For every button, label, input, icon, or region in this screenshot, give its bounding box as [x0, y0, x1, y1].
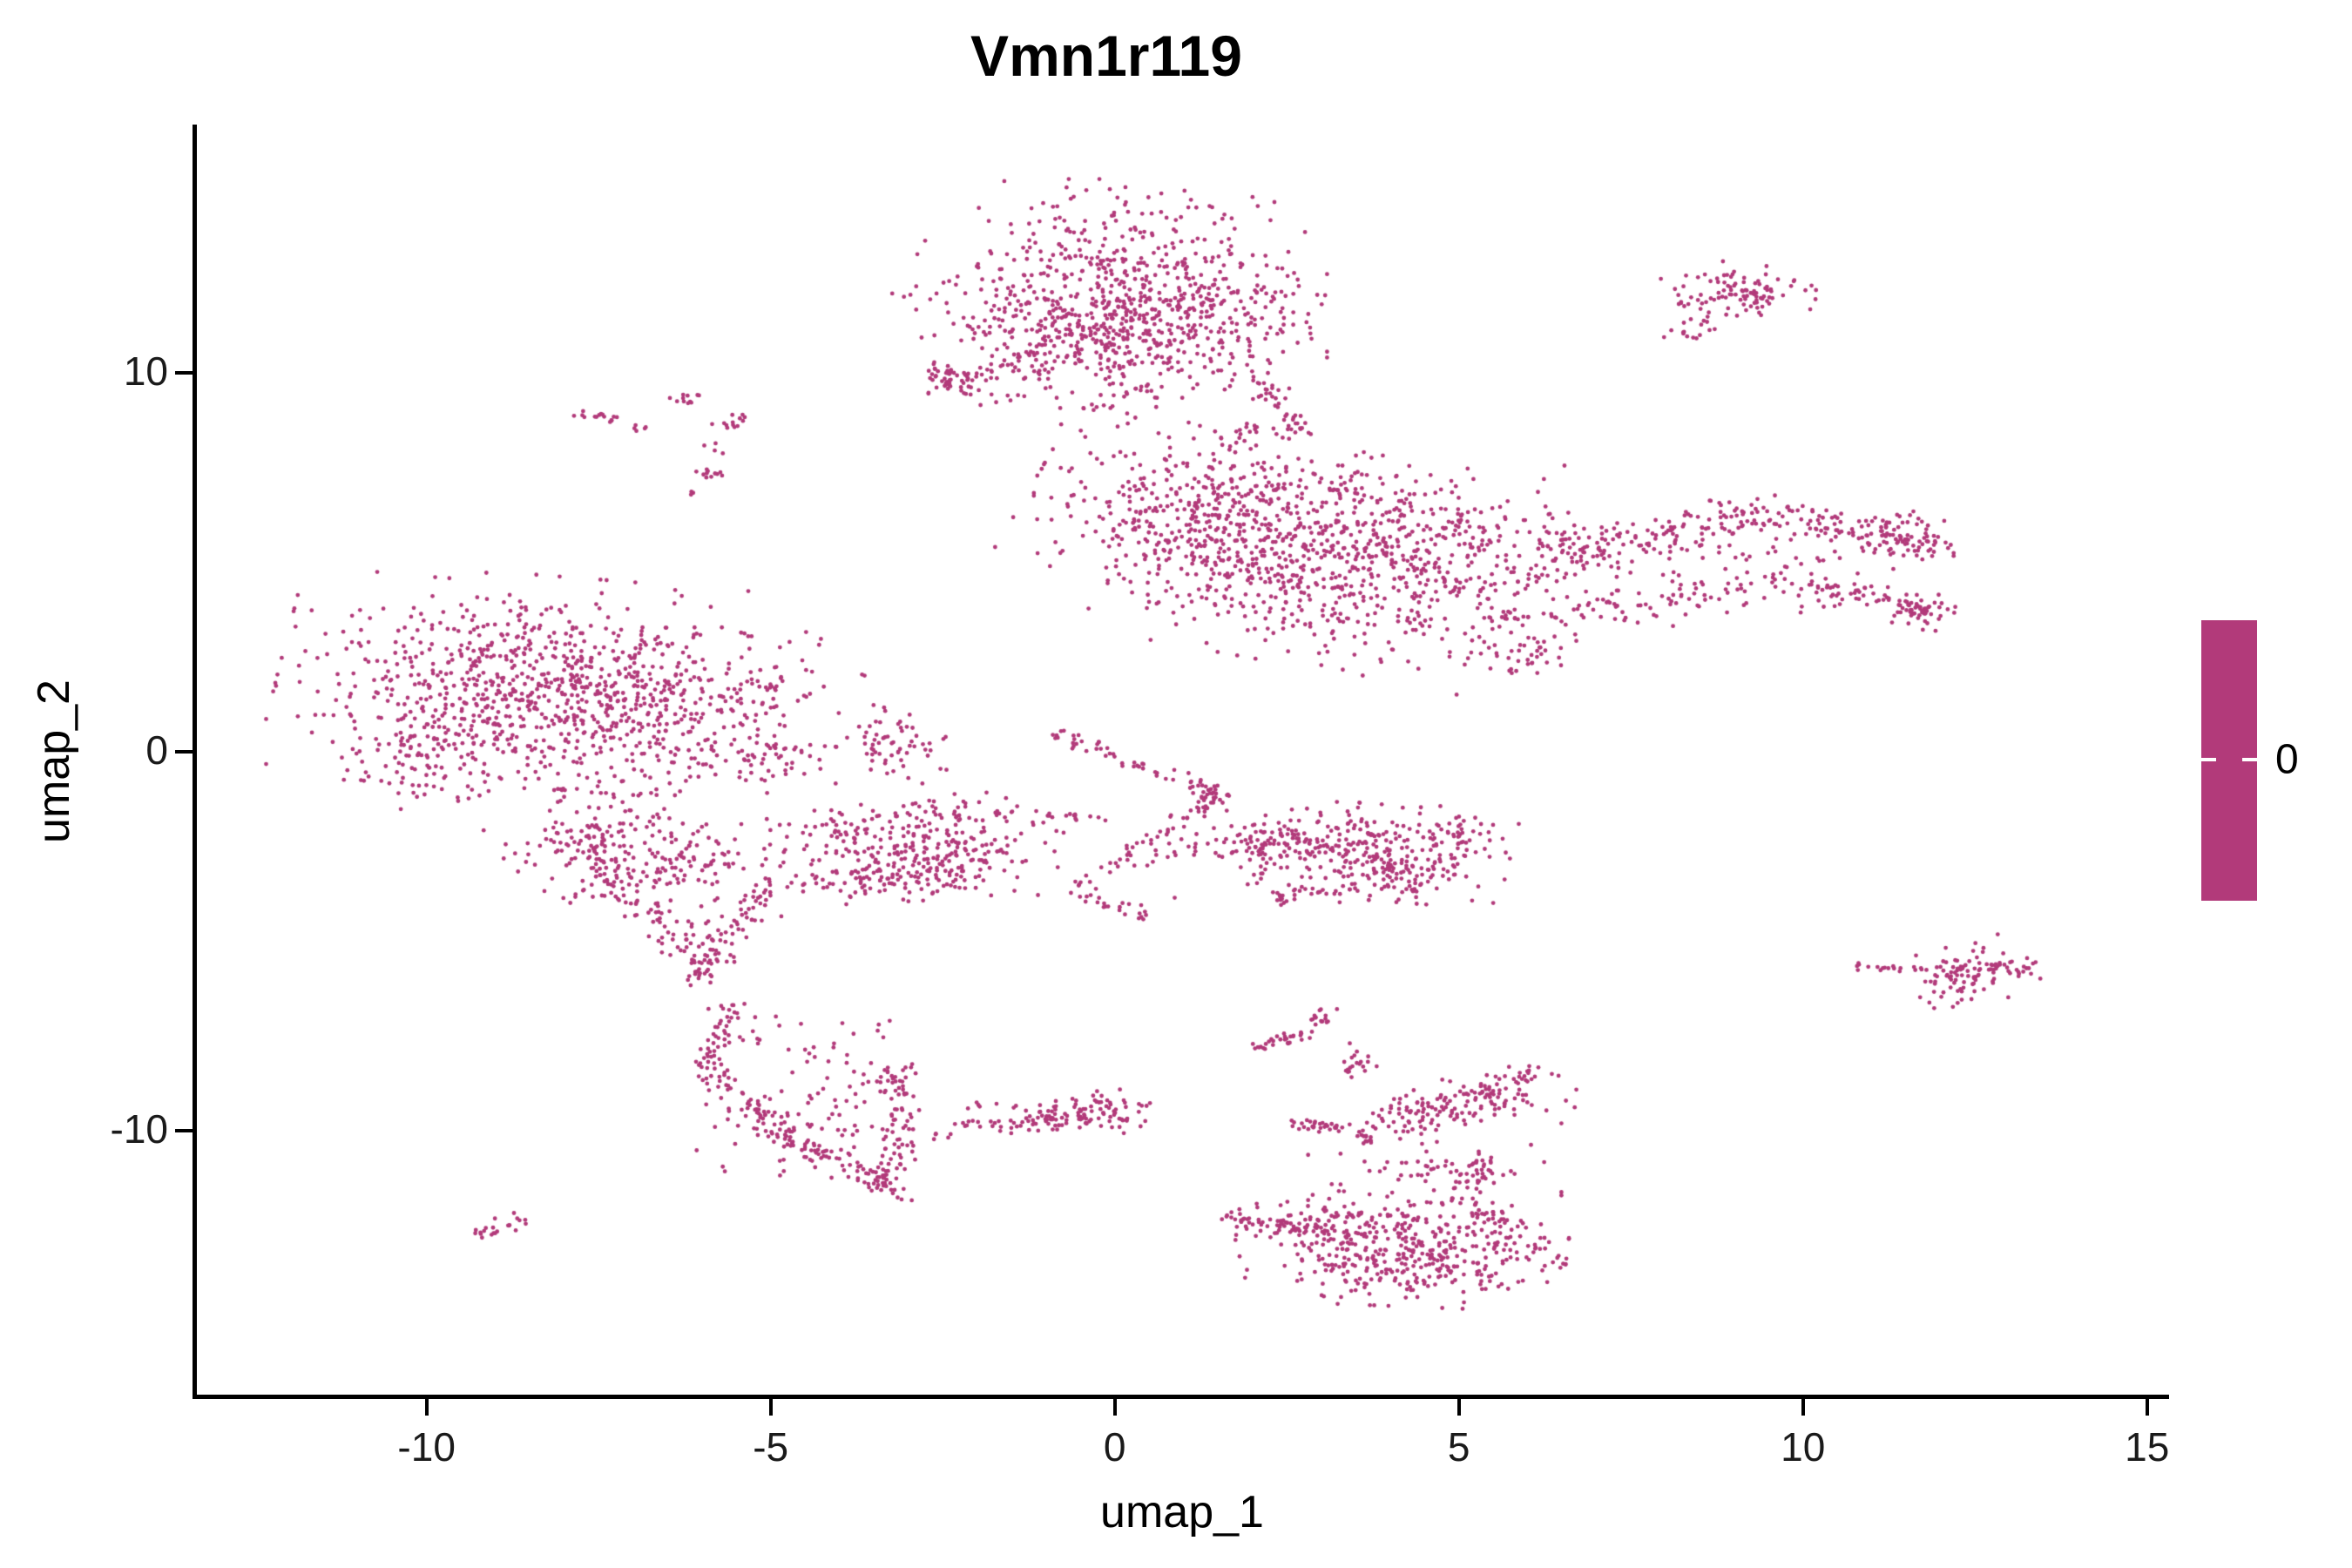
- y-tick-label: 0: [145, 727, 168, 773]
- legend-value-label: 0: [2275, 736, 2299, 783]
- x-tick-label: -5: [753, 1424, 789, 1470]
- x-tick-mark: [1456, 1398, 1461, 1416]
- x-tick-label: 0: [1103, 1424, 1126, 1470]
- x-tick-mark: [768, 1398, 773, 1416]
- y-tick-mark: [175, 750, 196, 754]
- x-tick-mark: [2145, 1398, 2149, 1416]
- plot-title: Vmn1r119: [970, 24, 1242, 88]
- x-tick-label: -10: [397, 1424, 456, 1470]
- x-tick-mark: [1801, 1398, 1805, 1416]
- y-axis-title: umap_2: [29, 679, 79, 843]
- x-tick-mark: [1112, 1398, 1117, 1416]
- x-tick-label: 15: [2125, 1424, 2170, 1470]
- y-axis-line: [193, 125, 197, 1399]
- x-tick-label: 5: [1447, 1424, 1470, 1470]
- y-tick-label: -10: [110, 1105, 168, 1152]
- y-tick-label: 10: [123, 348, 168, 394]
- legend-tick-mark: [2201, 758, 2216, 761]
- x-tick-mark: [424, 1398, 429, 1416]
- legend-colorbar: [2201, 620, 2257, 901]
- x-tick-label: 10: [1781, 1424, 1826, 1470]
- y-tick-mark: [175, 371, 196, 375]
- x-axis-title: umap_1: [1100, 1487, 1264, 1538]
- x-axis-line: [193, 1395, 2169, 1399]
- y-tick-mark: [175, 1129, 196, 1133]
- legend-tick-mark: [2242, 758, 2257, 761]
